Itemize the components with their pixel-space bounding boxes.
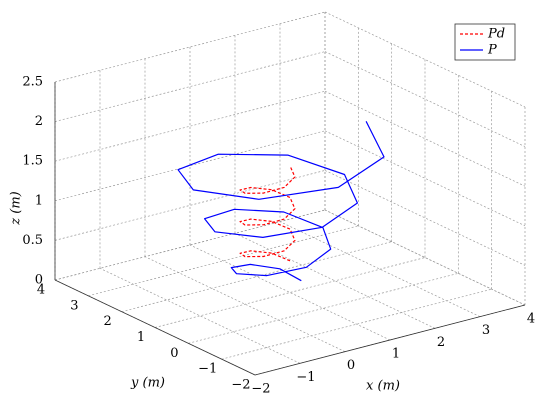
z-tick-label: 0.5	[22, 233, 43, 248]
grid-line	[54, 130, 326, 202]
legend-box	[454, 23, 516, 61]
y-tick-label: 4	[37, 283, 45, 298]
z-tick-label: 2.5	[22, 75, 43, 90]
x-tick-label: −2	[251, 382, 270, 397]
x-tick-label: 0	[347, 358, 355, 373]
y-tick-label: −1	[198, 362, 217, 377]
series-line	[177, 121, 385, 282]
grid-line	[99, 268, 301, 364]
grid-line	[324, 170, 526, 266]
x-axis-label: x (m)	[366, 379, 400, 394]
z-tick-label: 1.5	[22, 154, 43, 169]
y-tick-label: −2	[231, 378, 250, 393]
grid-line	[324, 51, 526, 147]
y-axis-label: y (m)	[130, 376, 165, 391]
y-tick-label: 3	[70, 298, 78, 313]
grid-line	[324, 209, 526, 306]
grid-line	[221, 288, 492, 360]
y-tick-label: 2	[104, 314, 112, 329]
legend-label: P	[487, 43, 497, 58]
grid-line	[54, 51, 326, 122]
y-tick-label: 0	[170, 346, 178, 361]
z-tick-label: 2	[35, 114, 43, 129]
z-tick-label: 0	[35, 273, 43, 288]
grid-line	[189, 244, 391, 341]
x-tick-label: 2	[437, 335, 445, 350]
axis-line	[54, 279, 256, 376]
y-tick-label: 1	[137, 330, 145, 345]
grid-line	[121, 241, 392, 313]
grid-line	[54, 11, 326, 83]
grid-line	[54, 170, 326, 241]
grid-line	[88, 225, 359, 297]
grid-line	[154, 257, 426, 328]
grid-line	[54, 209, 326, 281]
x-tick-label: −1	[296, 370, 315, 385]
series-line	[239, 165, 296, 262]
x-tick-label: 4	[527, 312, 535, 327]
grid-line	[188, 272, 459, 344]
x-tick-label: 1	[392, 347, 400, 362]
legend-label: Pd	[487, 27, 505, 42]
z-tick-label: 1	[35, 193, 43, 208]
grid-line	[324, 90, 526, 187]
grid-line	[324, 130, 526, 227]
axis-line	[254, 304, 526, 376]
grid-line	[54, 90, 326, 162]
x-tick-label: 3	[482, 323, 490, 338]
grid-line	[324, 11, 526, 108]
z-axis-label: z (m)	[9, 191, 24, 225]
